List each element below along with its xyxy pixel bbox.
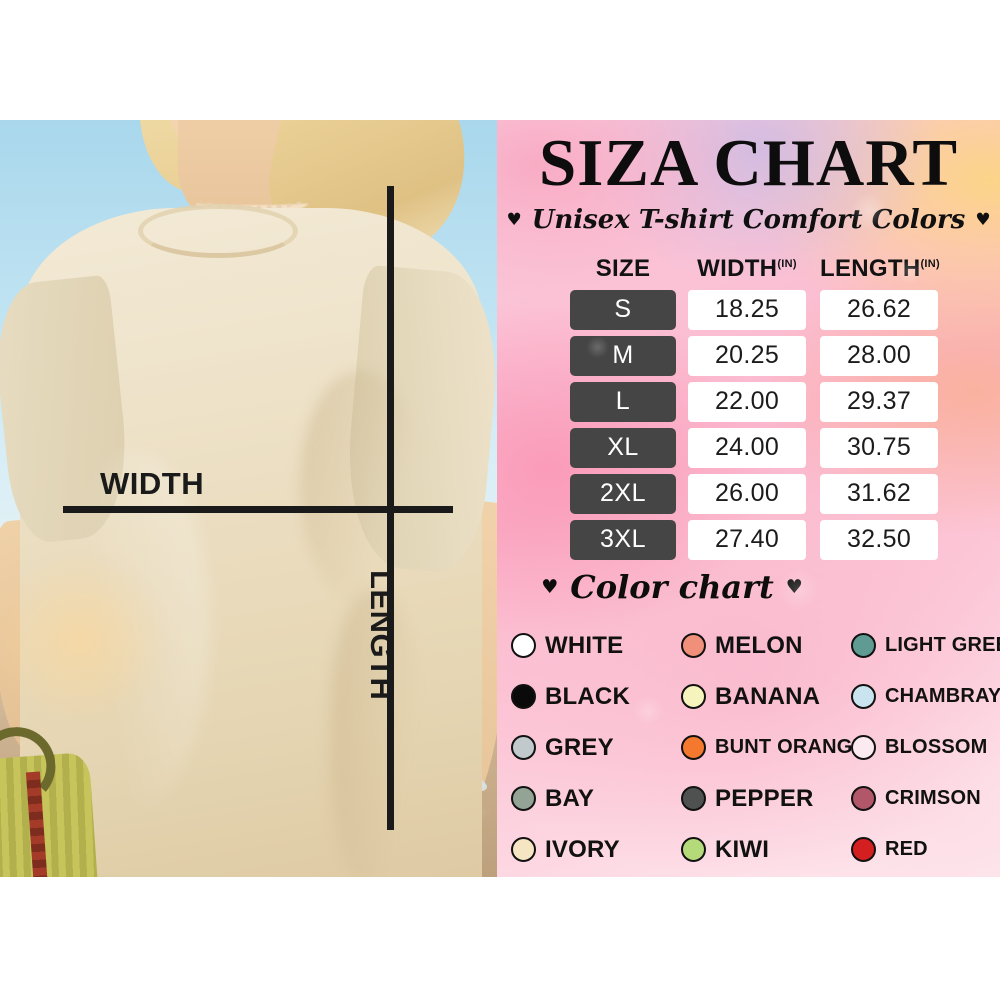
content-band: WIDTH LENGTH ZONEHIGH <box>0 120 1000 877</box>
color-swatch-item: BAY <box>511 773 681 824</box>
cell-length: 31.62 <box>820 474 938 514</box>
color-swatch-item: BANANA <box>681 671 851 722</box>
color-label: BANANA <box>715 682 821 710</box>
subtitle-text: Unisex T-shirt Comfort Colors <box>531 205 966 235</box>
logo-monogram-icon <box>68 872 154 877</box>
page-subtitle: ♥ Unisex T-shirt Comfort Colors ♥ <box>497 205 1000 235</box>
cell-length: 26.62 <box>820 290 938 330</box>
product-photo: WIDTH LENGTH ZONEHIGH <box>0 120 497 877</box>
color-label: GREY <box>545 733 614 761</box>
heart-icon-left: ♥ <box>506 209 522 230</box>
column-header-width: WIDTH(IN) <box>697 255 797 282</box>
color-swatch-item: BLOSSOM <box>851 722 1000 773</box>
cell-length: 28.00 <box>820 336 938 376</box>
color-swatch-item: KIWI <box>681 824 851 875</box>
cell-width: 27.40 <box>688 520 806 560</box>
swatch-icon <box>851 735 876 760</box>
swatch-icon <box>851 684 876 709</box>
color-chart-title-text: Color chart <box>570 568 774 606</box>
cell-width: 26.00 <box>688 474 806 514</box>
color-swatch-item: CRIMSON <box>851 773 1000 824</box>
length-label: LENGTH <box>364 570 399 701</box>
page-title: SIZA CHART <box>538 126 959 200</box>
cell-width: 22.00 <box>688 382 806 422</box>
cell-length: 29.37 <box>820 382 938 422</box>
woven-beach-bag <box>0 752 100 877</box>
swatch-icon <box>511 786 536 811</box>
size-table: SIZE WIDTH(IN) LENGTH(IN) S 18.25 26.62 … <box>570 255 940 566</box>
color-label: CHAMBRAY <box>885 685 1000 707</box>
table-row: XL 24.00 30.75 <box>570 428 938 468</box>
table-row: M 20.25 28.00 <box>570 336 938 376</box>
color-swatch-item: LIGHT GREEN <box>851 620 1000 671</box>
color-label: MELON <box>715 631 803 659</box>
swatch-icon <box>681 633 706 658</box>
column-header-length: LENGTH(IN) <box>820 255 940 282</box>
swatch-icon <box>681 786 706 811</box>
color-label: BUNT ORANGE <box>715 736 867 758</box>
swatch-icon <box>511 633 536 658</box>
fabric-fold-upper <box>300 370 420 600</box>
cell-size: L <box>570 382 676 422</box>
cell-width: 24.00 <box>688 428 806 468</box>
swatch-icon <box>851 837 876 862</box>
width-label: WIDTH <box>100 466 205 501</box>
heart-icon-right: ♥ <box>785 575 803 598</box>
cell-size: M <box>570 336 676 376</box>
swatch-icon <box>511 837 536 862</box>
color-label: BAY <box>545 784 595 812</box>
table-row: L 22.00 29.37 <box>570 382 938 422</box>
color-swatch-item: WHITE <box>511 620 681 671</box>
color-swatch-item: GREY <box>511 722 681 773</box>
color-label: IVORY <box>545 835 620 863</box>
swatch-icon <box>851 786 876 811</box>
color-swatch-item: MELON <box>681 620 851 671</box>
table-row: 3XL 27.40 32.50 <box>570 520 938 560</box>
cell-size: 3XL <box>570 520 676 560</box>
heart-icon-right: ♥ <box>975 209 991 230</box>
color-swatch-item: CHAMBRAY <box>851 671 1000 722</box>
length-measure-line <box>387 186 394 830</box>
color-chart-grid: WHITE MELON LIGHT GREEN BLACK BANANA CHA… <box>511 620 1000 875</box>
swatch-icon <box>681 735 706 760</box>
cell-length: 32.50 <box>820 520 938 560</box>
color-chart-title: ♥ Color chart ♥ <box>507 568 837 606</box>
color-label: PEPPER <box>715 784 814 812</box>
color-swatch-item: BLACK <box>511 671 681 722</box>
cell-width: 18.25 <box>688 290 806 330</box>
color-label: WHITE <box>545 631 624 659</box>
cell-size: XL <box>570 428 676 468</box>
color-label: CRIMSON <box>885 787 981 809</box>
swatch-icon <box>851 633 876 658</box>
cell-length: 30.75 <box>820 428 938 468</box>
color-label: LIGHT GREEN <box>885 634 1000 656</box>
swatch-icon <box>681 837 706 862</box>
table-row: 2XL 26.00 31.62 <box>570 474 938 514</box>
chart-panel: SIZA CHART ♥ Unisex T-shirt Comfort Colo… <box>497 120 1000 877</box>
brand-logo: ZONEHIGHSET <box>68 872 160 877</box>
cell-size: 2XL <box>570 474 676 514</box>
swatch-icon <box>511 684 536 709</box>
color-swatch-item: IVORY <box>511 824 681 875</box>
color-label: RED <box>885 838 928 860</box>
color-label: KIWI <box>715 835 770 863</box>
cell-size: S <box>570 290 676 330</box>
table-row: S 18.25 26.62 <box>570 290 938 330</box>
color-label: BLOSSOM <box>885 736 988 758</box>
color-label: BLACK <box>545 682 630 710</box>
swatch-icon <box>681 684 706 709</box>
sun-glow <box>0 550 170 730</box>
column-header-size: SIZE <box>595 255 651 282</box>
cell-width: 20.25 <box>688 336 806 376</box>
swatch-icon <box>511 735 536 760</box>
color-swatch-item: RED <box>851 824 1000 875</box>
color-swatch-item: BUNT ORANGE <box>681 722 866 773</box>
size-table-header: SIZE WIDTH(IN) LENGTH(IN) <box>570 255 940 283</box>
fabric-fold-lower <box>330 590 420 877</box>
width-measure-line <box>63 506 453 513</box>
heart-icon-left: ♥ <box>541 575 559 598</box>
color-swatch-item: PEPPER <box>681 773 851 824</box>
